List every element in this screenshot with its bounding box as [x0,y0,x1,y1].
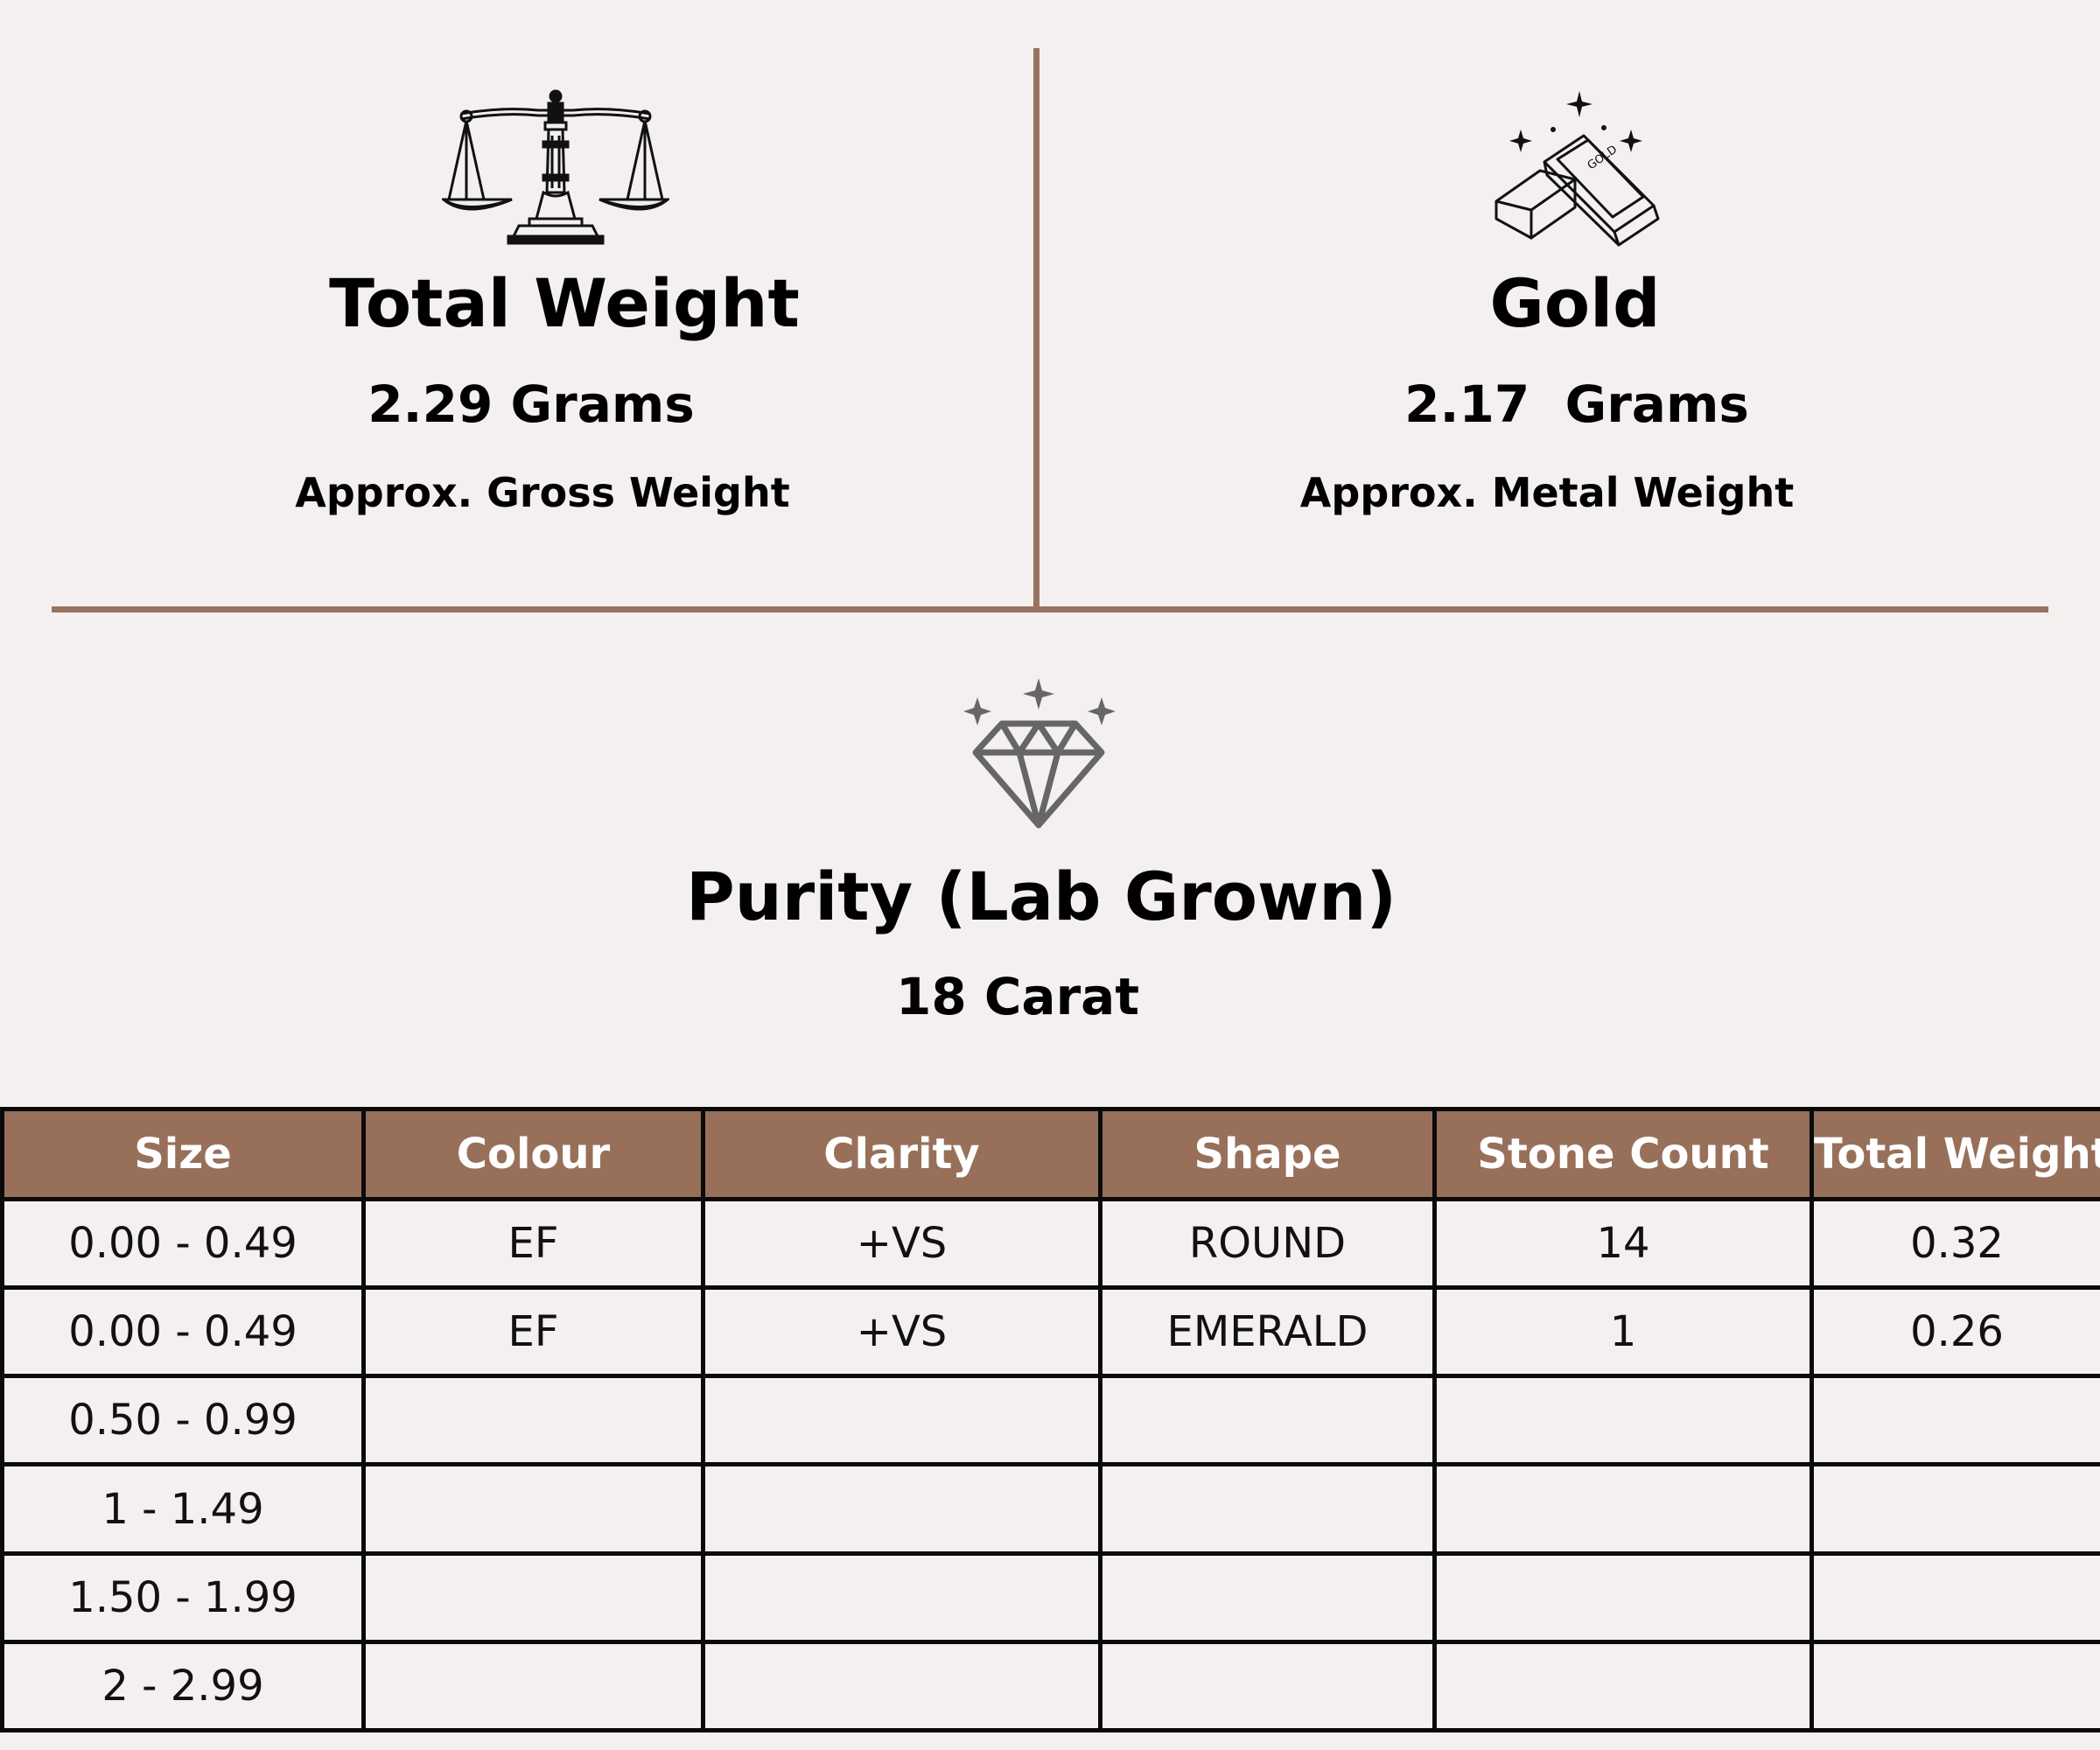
total-weight-cell: 0.26 [1810,1285,2100,1379]
total-weight-value: 2.29 Grams [368,374,695,434]
metal-weight-caption: Approx. Metal Weight [1299,469,1795,516]
stone-details-table: Size Colour Clarity Shape Stone Count To… [0,1107,2100,1733]
header-stone-count: Stone Count [1432,1107,1814,1201]
table-row: 0.50 - 0.99 [0,1374,2100,1467]
colour-cell [361,1374,705,1467]
stone-count-cell [1432,1374,1814,1467]
gold-value: 2.17 Grams [1404,374,1749,434]
total-weight-cell [1810,1462,2100,1556]
total-weight-cell: 0.32 [1810,1196,2100,1291]
size-cell: 0.00 - 0.49 [0,1285,366,1379]
table-row: 1 - 1.49 [0,1462,2100,1556]
purity-title: Purity (Lab Grown) [685,858,1397,935]
clarity-cell: +VS [701,1196,1102,1291]
vertical-divider [1033,48,1040,608]
stone-count-cell [1432,1462,1814,1556]
header-total-weight: Total Weight [1810,1107,2100,1201]
table-row: 1.50 - 1.99 [0,1550,2100,1644]
shape-cell [1098,1550,1437,1644]
gross-weight-caption: Approx. Gross Weight [295,469,790,516]
clarity-cell [701,1639,1102,1733]
clarity-cell [701,1374,1102,1467]
total-weight-title: Total Weight [329,264,800,342]
purity-value: 18 Carat [895,967,1140,1026]
stone-count-cell: 1 [1432,1285,1814,1379]
stone-count-cell [1432,1639,1814,1733]
horizontal-divider [52,606,2048,612]
header-clarity: Clarity [701,1107,1102,1201]
header-shape: Shape [1098,1107,1437,1201]
size-cell: 1 - 1.49 [0,1462,366,1556]
header-colour: Colour [361,1107,705,1201]
colour-cell: EF [361,1285,705,1379]
clarity-cell [701,1462,1102,1556]
shape-cell [1098,1374,1437,1467]
balance-scale-icon [442,89,669,245]
diamond-icon [963,678,1116,829]
shape-cell: EMERALD [1098,1285,1437,1379]
clarity-cell [701,1550,1102,1644]
size-cell: 0.00 - 0.49 [0,1196,366,1291]
table-row: 0.00 - 0.49 EF +VS EMERALD 1 0.26 [0,1285,2100,1379]
shape-cell: ROUND [1098,1196,1437,1291]
size-cell: 1.50 - 1.99 [0,1550,366,1644]
colour-cell [361,1462,705,1556]
table-row: 0.00 - 0.49 EF +VS ROUND 14 0.32 [0,1196,2100,1291]
shape-cell [1098,1639,1437,1733]
colour-cell [361,1639,705,1733]
table-header-row: Size Colour Clarity Shape Stone Count To… [0,1107,2100,1201]
stone-count-cell: 14 [1432,1196,1814,1291]
total-weight-cell [1810,1550,2100,1644]
gold-bars-icon: GOLD [1494,91,1660,247]
size-cell: 2 - 2.99 [0,1639,366,1733]
colour-cell: EF [361,1196,705,1291]
shape-cell [1098,1462,1437,1556]
total-weight-cell [1810,1374,2100,1467]
table-row: 2 - 2.99 [0,1639,2100,1733]
size-cell: 0.50 - 0.99 [0,1374,366,1467]
colour-cell [361,1550,705,1644]
clarity-cell: +VS [701,1285,1102,1379]
total-weight-cell [1810,1639,2100,1733]
stone-count-cell [1432,1550,1814,1644]
gold-title: Gold [1489,264,1661,342]
header-size: Size [0,1107,366,1201]
